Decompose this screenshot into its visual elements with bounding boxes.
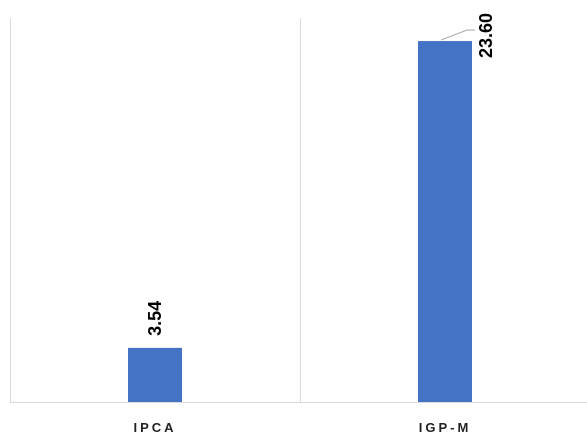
grid-layer (10, 18, 587, 403)
leader-line-igp-m (440, 29, 475, 41)
data-label-layer: 3.54 23.60 (145, 13, 496, 336)
leader-layer (440, 29, 475, 41)
bar-layer (128, 41, 472, 402)
category-label-igp-m: IGP-M (419, 420, 472, 435)
bar-ipca (128, 347, 182, 402)
data-label-igp-m: 23.60 (476, 13, 496, 58)
bar-igp-m (418, 41, 472, 402)
category-axis: IPCA IGP-M (133, 420, 472, 435)
category-label-ipca: IPCA (133, 420, 176, 435)
data-label-ipca: 3.54 (145, 301, 165, 336)
